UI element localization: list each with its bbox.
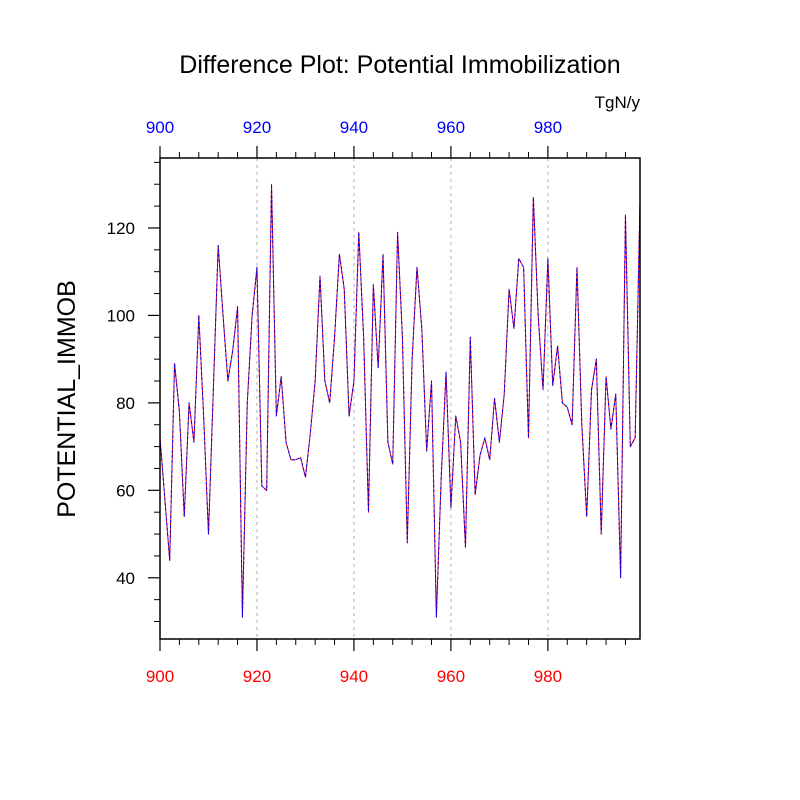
units-label: TgN/y [595,93,641,112]
x-tick-label-top: 900 [146,118,174,137]
x-tick-label-top: 980 [534,118,562,137]
x-tick-label-top: 920 [243,118,271,137]
x-tick-label-bottom: 900 [146,667,174,686]
gridlines [256,158,549,639]
y-axis-label: POTENTIAL_IMMOB [53,280,81,518]
x-tick-label-bottom: 960 [437,667,465,686]
y-tick-label: 60 [116,481,135,500]
y-tick-label: 40 [116,569,135,588]
tick-labels: 900 900 920 920 940 940 960 960 980 980 40 60 80 100 1… [107,118,562,686]
x-tick-label-top: 960 [437,118,465,137]
y-tick-label: 120 [107,219,135,238]
series-line-series_a [159,183,641,618]
axis-ticks [148,146,626,651]
x-tick-label-top: 940 [340,118,368,137]
y-tick-label: 100 [107,306,135,325]
series-line-series_b [159,183,641,618]
plot-frame [159,157,641,640]
series-lines [159,183,641,618]
y-tick-label: 80 [116,394,135,413]
x-tick-label-bottom: 920 [243,667,271,686]
x-tick-label-bottom: 940 [340,667,368,686]
x-tick-label-bottom: 980 [534,667,562,686]
chart-title: Difference Plot: Potential Immobilizatio… [179,51,620,79]
